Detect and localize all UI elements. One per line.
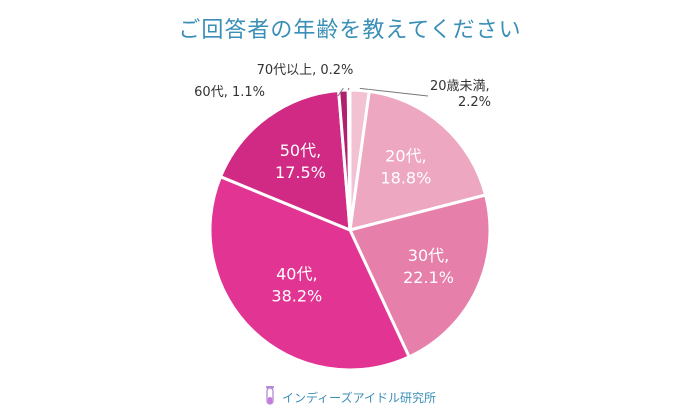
pie-slice-4: [208, 174, 412, 372]
slice-label-1: 20歳未満,: [430, 79, 490, 94]
slice-value-4: 38.2%: [271, 287, 322, 306]
pie-slice-2: [348, 89, 488, 233]
slice-label-7: 70代以上, 0.2%: [257, 63, 354, 78]
leader-line-7: [347, 87, 350, 91]
footer: インディーズアイドル研究所: [0, 386, 700, 408]
slice-value-3: 22.1%: [403, 268, 454, 287]
footer-brand: インディーズアイドル研究所: [282, 390, 436, 405]
pie-slice-5: [218, 88, 352, 233]
slice-label-2: 20代,: [385, 146, 426, 165]
chart-title: ご回答者の年齢を教えてください: [178, 18, 522, 43]
slice-value-2: 18.8%: [380, 168, 431, 187]
slice-label-5: 50代,: [280, 141, 321, 160]
leader-line-6: [337, 87, 344, 97]
slice-value-1: 2.2%: [458, 95, 491, 110]
pie-slice-3: [347, 193, 492, 359]
test-tube-icon: [266, 386, 275, 405]
pie-slice-7: [346, 88, 352, 231]
slice-label-6: 60代, 1.1%: [194, 85, 265, 100]
slice-label-3: 30代,: [408, 246, 449, 265]
slice-value-5: 17.5%: [275, 163, 326, 182]
slice-label-4: 40代,: [276, 265, 317, 284]
leader-line-1: [359, 87, 429, 97]
